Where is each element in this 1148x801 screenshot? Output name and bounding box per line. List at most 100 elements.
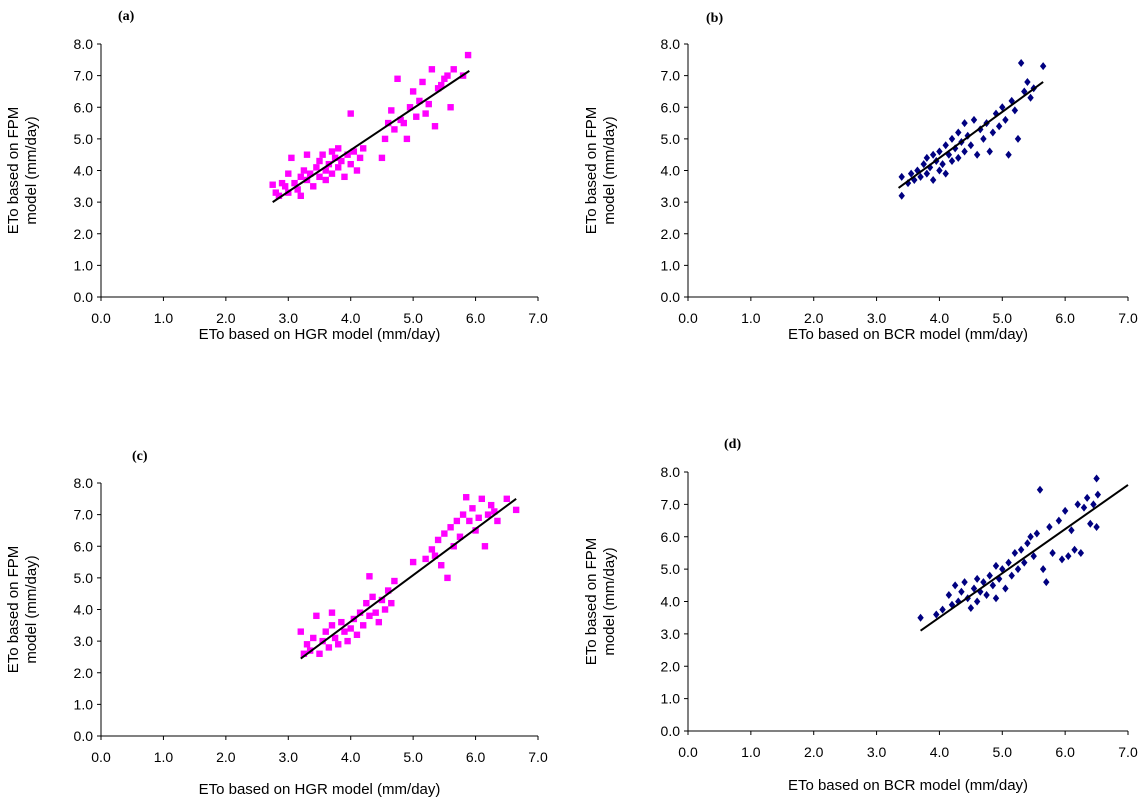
y-tick-label: 3.0: [661, 626, 681, 642]
y-tick-label: 6.0: [74, 538, 94, 554]
data-point: [1005, 558, 1012, 567]
data-point: [1071, 545, 1078, 554]
data-point: [1024, 539, 1031, 548]
data-point: [406, 104, 414, 111]
data-point: [999, 103, 1006, 112]
y-tick-label: 0.0: [74, 728, 94, 744]
data-point: [347, 160, 354, 168]
data-point: [400, 119, 407, 127]
data-point: [1046, 523, 1053, 532]
data-point: [487, 501, 495, 509]
data-point: [325, 644, 333, 651]
data-point: [1065, 552, 1072, 561]
x-tick-label: 6.0: [466, 749, 486, 765]
data-point: [391, 577, 398, 585]
data-point: [1021, 558, 1028, 567]
data-point: [977, 125, 984, 134]
y-tick-label: 1.0: [661, 257, 681, 273]
data-point: [955, 128, 962, 137]
x-tick-label: 4.0: [341, 749, 361, 765]
data-point: [1008, 571, 1015, 580]
data-point: [1027, 532, 1034, 541]
data-point: [341, 628, 348, 635]
data-point: [328, 622, 336, 629]
x-tick-label: 5.0: [403, 749, 423, 765]
y-tick-label: 2.0: [74, 665, 94, 681]
y-axis-title: ETo based on FPMmodel (mm/day): [5, 546, 40, 674]
data-point: [973, 574, 981, 583]
data-point: [344, 151, 351, 158]
data-point: [338, 157, 345, 165]
data-point: [381, 606, 389, 613]
data-point: [472, 527, 479, 534]
y-tick-label: 0.0: [74, 289, 94, 305]
data-point: [441, 530, 448, 537]
data-point: [1087, 519, 1094, 528]
data-point: [322, 176, 329, 184]
data-point: [995, 122, 1003, 131]
data-point: [939, 605, 946, 614]
data-point: [939, 160, 946, 169]
y-tick-label: 7.0: [74, 507, 94, 523]
data-point: [923, 169, 931, 178]
data-point: [983, 591, 990, 600]
data-point: [310, 634, 317, 642]
data-point: [967, 603, 975, 612]
data-point: [422, 555, 429, 563]
y-tick-label: 7.0: [661, 496, 681, 512]
data-point: [338, 618, 345, 626]
data-point: [353, 167, 361, 174]
data-point: [973, 597, 981, 606]
data-point: [366, 612, 373, 620]
data-point: [306, 170, 314, 177]
data-point: [285, 170, 292, 177]
y-tick-label: 8.0: [74, 36, 94, 52]
data-point: [961, 147, 968, 156]
x-tick-label: 2.0: [804, 310, 824, 326]
y-tick-label: 6.0: [661, 529, 681, 545]
trend-line: [919, 484, 1129, 632]
data-point: [459, 511, 467, 518]
x-tick-label: 4.0: [930, 310, 950, 326]
x-tick-label: 3.0: [867, 310, 887, 326]
data-point: [1036, 485, 1044, 494]
data-point: [907, 169, 915, 178]
data-point: [450, 66, 457, 73]
data-point: [1058, 555, 1066, 564]
data-point: [1049, 548, 1056, 557]
data-point: [464, 51, 472, 59]
data-point: [463, 494, 470, 501]
data-point: [933, 610, 940, 619]
data-point: [269, 181, 276, 188]
data-point: [989, 581, 997, 590]
data-point: [977, 587, 984, 596]
x-tick-label: 2.0: [216, 749, 236, 765]
data-point: [955, 153, 962, 162]
data-point: [1039, 62, 1047, 71]
data-point: [428, 546, 436, 553]
data-point: [1074, 500, 1081, 509]
data-point: [384, 119, 392, 127]
trend-line: [897, 81, 1044, 189]
data-point: [503, 495, 510, 503]
data-point: [447, 524, 454, 531]
x-tick-label: 6.0: [1055, 744, 1075, 760]
data-point: [917, 172, 924, 181]
data-point: [428, 66, 436, 73]
panel-label: (c): [132, 449, 148, 464]
data-point: [992, 561, 1000, 570]
data-point: [986, 147, 993, 156]
data-point: [453, 517, 461, 525]
y-axis-title: ETo based on FPMmodel (mm/day): [583, 538, 618, 666]
data-point: [1011, 548, 1019, 557]
y-tick-label: 5.0: [661, 131, 681, 147]
data-point: [936, 166, 943, 175]
data-point: [419, 78, 426, 86]
data-point: [1090, 500, 1097, 509]
data-point: [366, 573, 373, 580]
data-point: [898, 172, 905, 181]
data-point: [955, 597, 962, 606]
x-tick-label: 1.0: [741, 310, 761, 326]
y-tick-label: 3.0: [74, 194, 94, 210]
data-point: [409, 88, 417, 95]
